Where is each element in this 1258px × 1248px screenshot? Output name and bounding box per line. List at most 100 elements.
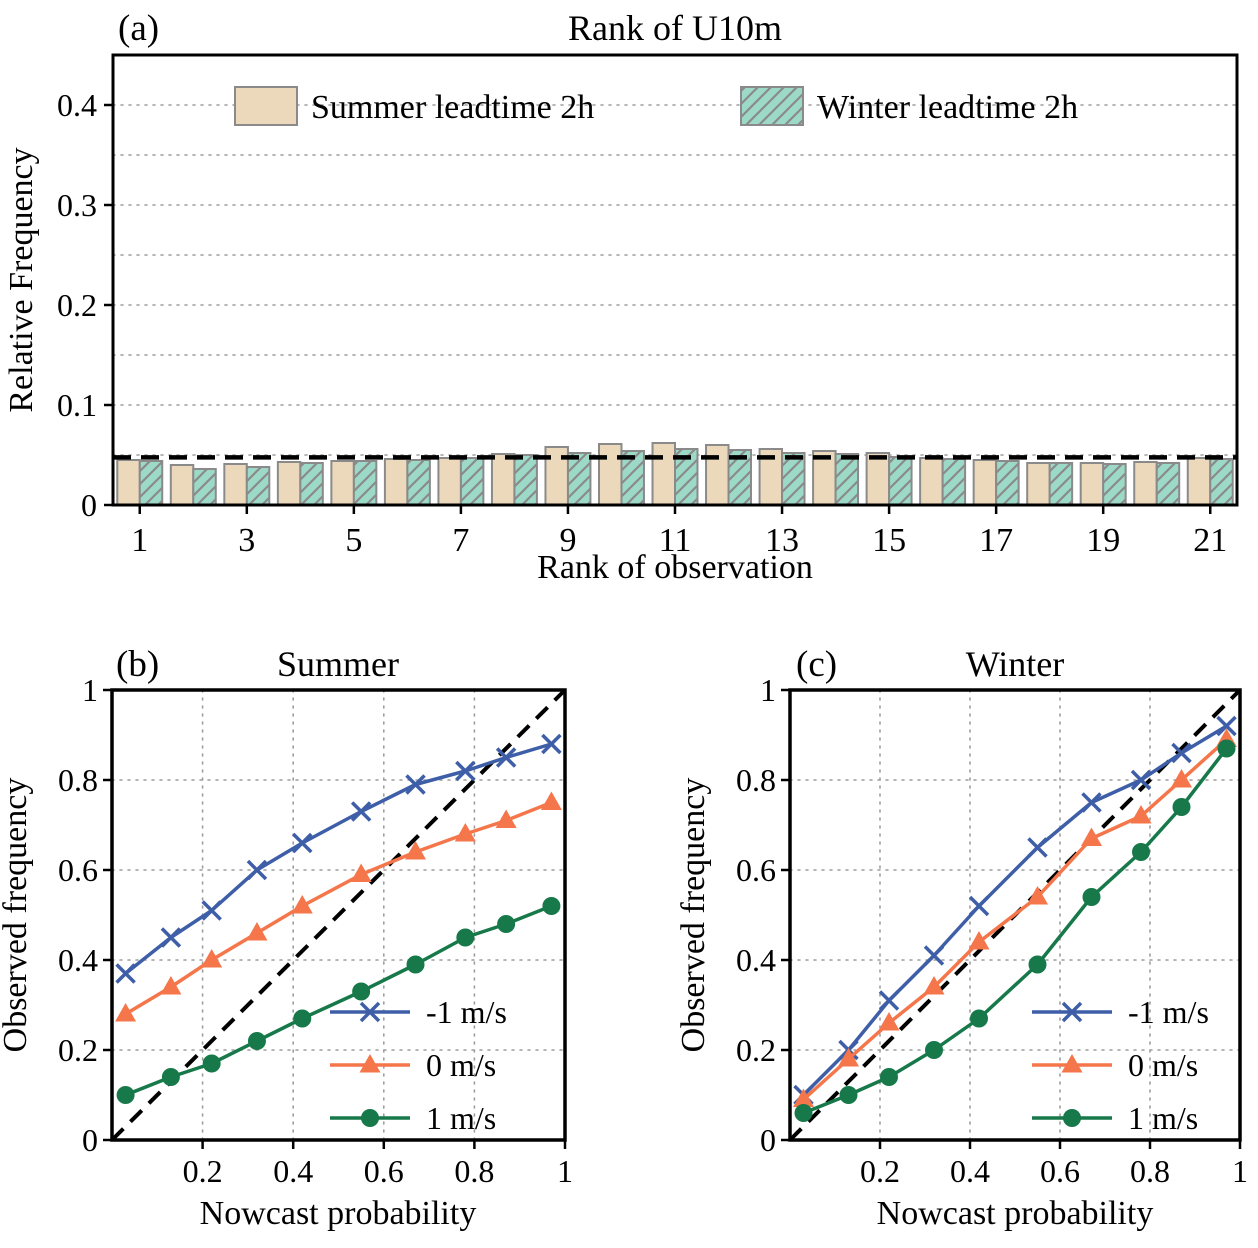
bar-summer <box>383 458 409 506</box>
marker-x <box>495 747 517 768</box>
x-tick-label: 5 <box>345 522 362 559</box>
x-tick-label: 7 <box>452 522 469 559</box>
bar-winter-hatch <box>514 455 537 505</box>
marker-x <box>455 760 476 782</box>
axes-frame <box>110 688 567 1142</box>
y-tick-label: 0.4 <box>736 942 776 978</box>
axes-frame <box>788 688 1242 1142</box>
legend-label: Summer leadtime 2h <box>311 89 594 126</box>
marker-circle <box>247 1032 266 1050</box>
bar-winter-hatch <box>1049 463 1073 505</box>
y-tick-label: 0.4 <box>58 942 98 978</box>
x-tick-label: 0.2 <box>860 1153 900 1189</box>
series-line-x <box>802 724 1228 1097</box>
bar-summer <box>1026 462 1051 506</box>
legend-label: 0 m/s <box>1128 1047 1198 1083</box>
marker-circle <box>925 1041 943 1059</box>
marker-triangle <box>793 1088 814 1107</box>
y-tick-label: 0.2 <box>57 287 97 323</box>
bar-summer <box>1133 461 1158 506</box>
legend-swatch-hatch <box>741 87 803 125</box>
x-tick-label: 9 <box>559 522 576 559</box>
bar-summer <box>651 442 677 506</box>
marker-x <box>1061 1001 1083 1023</box>
marker-triangle <box>291 895 313 914</box>
marker-circle <box>1132 843 1150 861</box>
marker-x <box>201 900 222 921</box>
panel-c-xlabel: Nowcast probability <box>877 1195 1154 1232</box>
marker-x <box>405 774 426 795</box>
legend-label: -1 m/s <box>1128 994 1209 1030</box>
marker-x <box>246 859 268 881</box>
bar-winter-hatch <box>942 459 966 505</box>
legend-label: -1 m/s <box>426 994 507 1030</box>
bar-winter-hatch <box>782 453 805 505</box>
marker-triangle <box>495 809 517 828</box>
marker-x <box>541 733 562 755</box>
marker-triangle <box>350 863 372 882</box>
panel-c-reliability-winter: 0.2 0.4 0.6 0.8 1 0 0.2 0.4 0.6 0.8 1 -1 m/s 0 m/s 1 … <box>640 590 1258 1248</box>
series-line-triangle <box>124 800 553 1016</box>
panel-a-label: (a) <box>118 8 159 49</box>
marker-x <box>1216 715 1237 737</box>
legend-label: 0 m/s <box>426 1047 496 1083</box>
diagonal-reference-line <box>110 688 567 1142</box>
bar-winter-hatch <box>353 461 377 505</box>
panel-a-ylabel: Relative Frequency <box>3 147 40 412</box>
x-tick-label: 21 <box>1193 522 1227 559</box>
x-tick-label: 3 <box>238 522 255 559</box>
y-tick-label: 0.8 <box>58 762 98 798</box>
marker-circle <box>970 1009 988 1028</box>
marker-x <box>1171 742 1192 764</box>
bar-winter-hatch <box>1156 463 1180 505</box>
marker-triangle <box>454 823 476 842</box>
y-tick-label: 1 <box>82 672 98 708</box>
marker-circle <box>406 955 425 974</box>
x-tick-label: 0.6 <box>1040 1153 1080 1189</box>
bar-summer <box>490 453 516 506</box>
marker-x <box>292 832 313 854</box>
marker-x <box>1130 769 1152 791</box>
marker-circle <box>161 1068 180 1086</box>
series-line-triangle <box>802 738 1228 1101</box>
y-tick-label: 0 <box>82 1122 98 1158</box>
marker-x <box>160 927 182 948</box>
panel-b-title: Summer <box>277 644 399 684</box>
marker-x <box>350 801 372 822</box>
marker-x <box>968 895 990 917</box>
bar-winter-hatch <box>193 469 216 505</box>
bar-summer <box>330 460 355 506</box>
bar-winter-hatch <box>139 461 163 505</box>
panel-c-title: Winter <box>966 644 1065 684</box>
bar-summer <box>223 463 248 506</box>
panel-b-ylabel: Observed frequency <box>0 778 34 1053</box>
bar-summer <box>1079 462 1105 506</box>
x-tick-label: 0.8 <box>1130 1153 1170 1189</box>
x-tick-label: 0.2 <box>183 1153 223 1189</box>
x-tick-label: 1 <box>1232 1153 1248 1189</box>
panel-b-reliability-summer: 0.2 0.4 0.6 0.8 1 0 0.2 0.4 0.6 0.8 1 -1 m/s 0 m/s 1 … <box>0 590 640 1248</box>
x-tick-label: 19 <box>1086 522 1120 559</box>
panel-c-label: (c) <box>796 644 837 685</box>
marker-circle <box>497 915 516 933</box>
x-tick-label: 15 <box>872 522 906 559</box>
bar-winter-hatch <box>1210 459 1233 505</box>
x-tick-label: 17 <box>979 522 1013 559</box>
bar-summer <box>169 464 195 506</box>
bar-winter-hatch <box>728 450 752 505</box>
legend-label: 1 m/s <box>1128 1100 1198 1136</box>
y-tick-label: 1 <box>760 672 776 708</box>
legend-label: 1 m/s <box>426 1100 496 1136</box>
bar-winter-hatch <box>675 449 698 505</box>
x-tick-label: 13 <box>765 522 799 559</box>
plot-layer-b: 0.2 0.4 0.6 0.8 1 0 0.2 0.4 0.6 0.8 1 -1 m/s 0 m/s 1 … <box>58 672 573 1189</box>
marker-triangle <box>1027 886 1048 905</box>
x-tick-label: 1 <box>557 1153 573 1189</box>
bar-summer <box>972 459 998 506</box>
marker-triangle <box>115 1003 137 1022</box>
marker-x <box>115 963 136 984</box>
bar-winter-hatch <box>460 458 484 505</box>
x-tick-label: 1 <box>131 522 148 559</box>
bar-winter-hatch <box>1103 464 1126 505</box>
bar-summer <box>919 457 944 506</box>
